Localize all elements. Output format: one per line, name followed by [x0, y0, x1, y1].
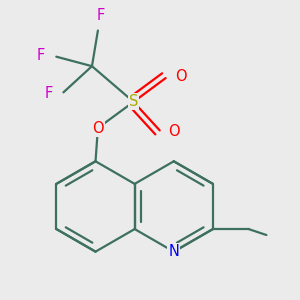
Text: F: F	[37, 48, 45, 63]
Text: S: S	[129, 94, 138, 109]
Text: O: O	[92, 121, 104, 136]
Text: F: F	[96, 8, 104, 22]
Text: O: O	[168, 124, 180, 139]
Text: F: F	[45, 86, 53, 101]
Text: N: N	[168, 244, 179, 259]
Text: O: O	[175, 69, 187, 84]
